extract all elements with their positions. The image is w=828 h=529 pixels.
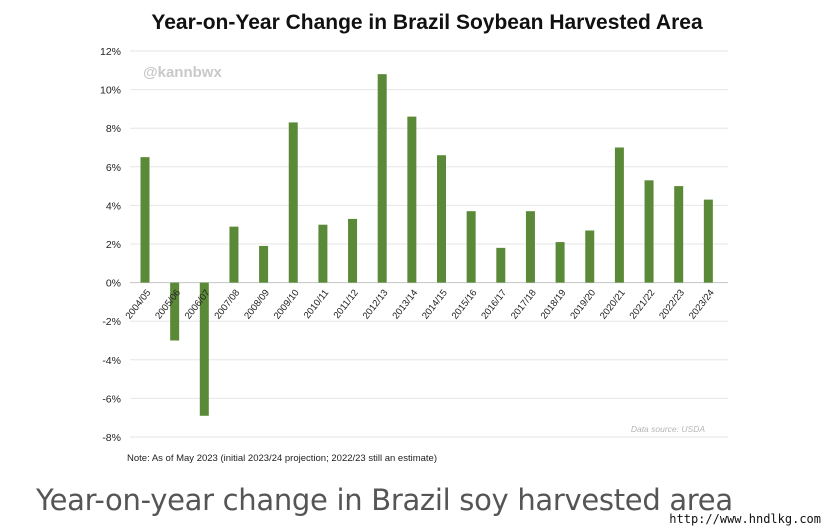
x-category-label: 2022/23 <box>657 288 687 322</box>
bar <box>407 116 417 283</box>
x-category-label: 2013/14 <box>390 288 420 322</box>
x-category-label: 2010/11 <box>302 288 331 321</box>
bar <box>466 211 476 283</box>
bar <box>318 224 328 283</box>
bar <box>229 226 239 283</box>
y-tick-label: 4% <box>106 200 121 212</box>
x-category-label: 2008/09 <box>242 288 272 322</box>
x-category-label: 2017/18 <box>509 288 539 322</box>
bar <box>377 74 387 283</box>
y-tick-label: -6% <box>102 393 121 405</box>
y-tick-label: 0% <box>106 278 121 290</box>
chart-title: Year-on-Year Change in Brazil Soybean Ha… <box>151 11 703 34</box>
bar <box>644 180 654 283</box>
x-category-label: 2020/21 <box>598 288 628 322</box>
bar <box>170 282 180 341</box>
gridlines <box>130 50 728 438</box>
x-category-label: 2007/08 <box>213 288 243 322</box>
x-category-label: 2004/05 <box>124 288 154 322</box>
y-tick-label: -8% <box>102 432 121 444</box>
x-category-label: 2011/12 <box>332 288 361 321</box>
bar <box>259 245 269 283</box>
x-category-label: 2014/15 <box>420 288 450 322</box>
bar <box>288 122 298 283</box>
source-label: Data source: USDA <box>631 424 705 434</box>
y-axis-ticks: 12% 10% 8% 6% 4% 2% 0% -2% -4% -6% -8% <box>100 46 121 444</box>
watermark: @kannbwx <box>143 64 222 81</box>
x-category-label: 2009/10 <box>272 288 302 322</box>
site-watermark: http://www.hndlkg.com <box>666 511 824 527</box>
y-tick-label: -4% <box>102 355 121 367</box>
x-category-label: 2023/24 <box>687 288 717 322</box>
bar <box>525 211 535 283</box>
bar <box>674 186 684 283</box>
bars <box>140 74 713 416</box>
caption: Year-on-year change in Brazil soy harves… <box>36 483 733 517</box>
y-tick-label: 2% <box>106 239 121 251</box>
bar <box>585 230 595 283</box>
bar <box>614 147 624 283</box>
x-category-label: 2018/19 <box>539 288 569 322</box>
bar <box>140 157 150 283</box>
chart-note: Note: As of May 2023 (initial 2023/24 pr… <box>127 453 437 464</box>
x-category-label: 2015/16 <box>450 288 480 322</box>
x-category-label: 2019/20 <box>568 288 598 322</box>
x-category-label: 2021/22 <box>628 288 658 322</box>
y-tick-label: 12% <box>100 46 121 58</box>
bar <box>199 282 209 416</box>
bar <box>496 247 506 283</box>
y-tick-label: 8% <box>106 123 121 135</box>
x-category-label: 2012/13 <box>361 288 391 322</box>
x-category-label: 2016/17 <box>479 288 509 322</box>
x-axis-labels: 2004/05 2005/06 2006/07 2007/08 2008/09 2009/… <box>124 288 717 322</box>
bar <box>555 242 565 283</box>
y-tick-label: 6% <box>106 162 121 174</box>
y-tick-label: -2% <box>102 316 121 328</box>
bar <box>703 199 713 283</box>
bar <box>348 218 358 283</box>
y-tick-label: 10% <box>100 85 121 97</box>
bar <box>437 155 446 283</box>
